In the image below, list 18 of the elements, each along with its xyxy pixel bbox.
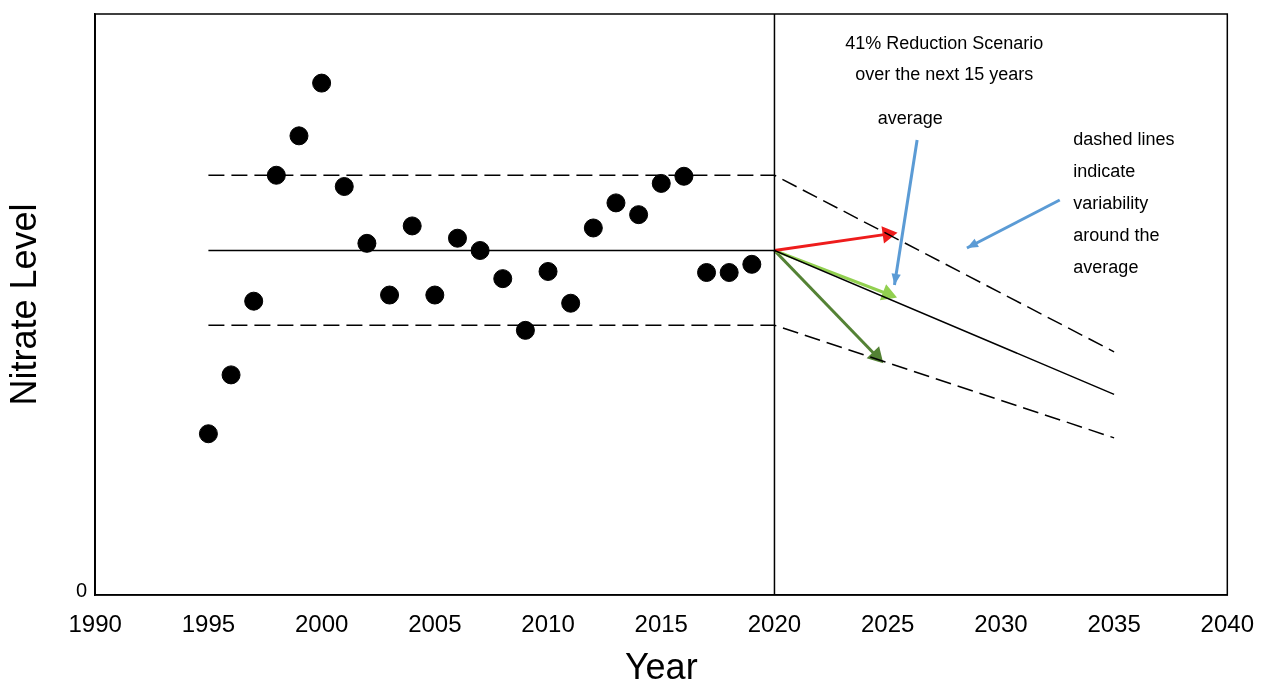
text: 41% Reduction Scenario — [845, 32, 1044, 53]
x-tick-label: 2040 — [1200, 610, 1254, 638]
y-axis-title: Nitrate Level — [2, 203, 44, 406]
x-tick-label: 1990 — [68, 610, 122, 638]
text: 0 — [76, 578, 88, 601]
x-tick-label: 2015 — [634, 610, 688, 638]
x-tick-label: 2000 — [294, 610, 349, 638]
annotation: dashed lines indicate variability around the average — [1073, 128, 1175, 277]
x-axis-title: Year — [624, 646, 698, 688]
annotation: over the next 15 years — [855, 63, 1034, 84]
annotation: average — [877, 107, 943, 128]
x-tick-label: 2010 — [521, 610, 575, 638]
x-tick-label: 1995 — [181, 610, 236, 638]
x-tick-label: 2035 — [1087, 610, 1141, 638]
x-tick-label: 2020 — [747, 610, 802, 638]
x-tick-label: 2030 — [974, 610, 1028, 638]
x-tick-label: 2025 — [860, 610, 915, 638]
x-tick-label: 2005 — [408, 610, 462, 638]
